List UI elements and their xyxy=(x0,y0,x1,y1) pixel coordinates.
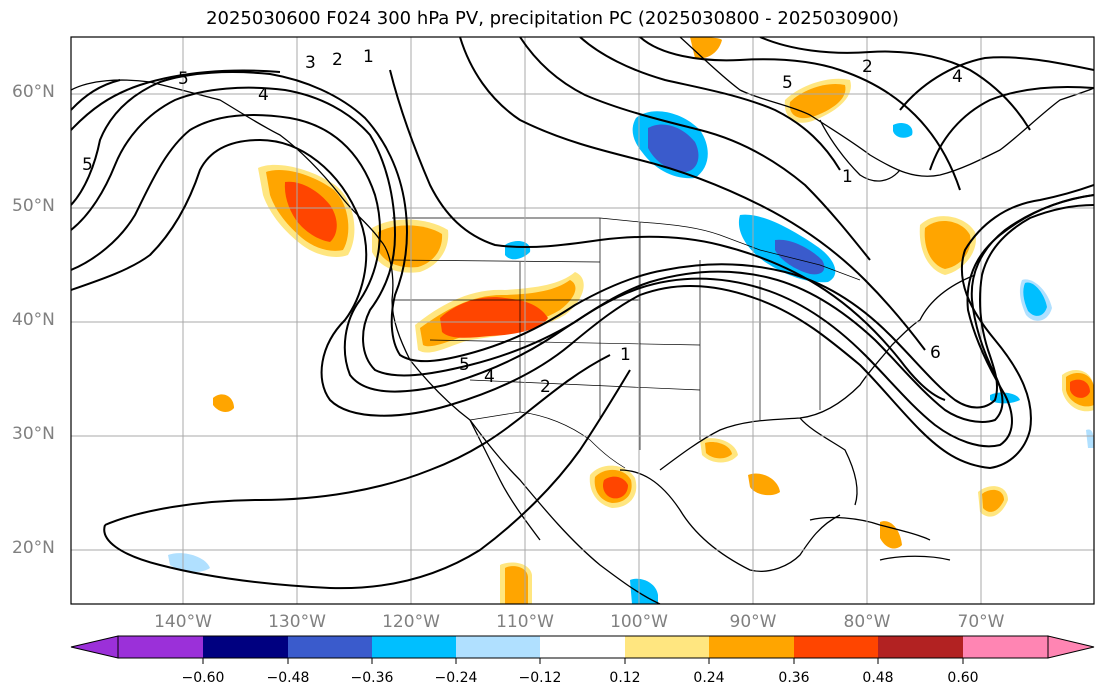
colorbar-label: 0.60 xyxy=(947,670,979,686)
lon-label-130w: 130°W xyxy=(268,612,326,632)
colorbar-bin xyxy=(963,636,1048,658)
colorbar-label: −0.24 xyxy=(434,670,478,686)
colorbar-label: −0.12 xyxy=(518,670,562,686)
colorbar-bin xyxy=(456,636,540,658)
colorbar-extend-low xyxy=(70,635,119,659)
colorbar-bin xyxy=(372,636,456,658)
colorbar-label: −0.48 xyxy=(266,670,310,686)
pv-contours xyxy=(71,37,1094,590)
contour-label: 5 xyxy=(82,155,93,175)
contour-label: 1 xyxy=(620,345,631,365)
colorbar-outline xyxy=(117,635,1049,659)
lat-label-40n: 40°N xyxy=(12,310,55,330)
plot-title: 2025030600 F024 300 hPa PV, precipitatio… xyxy=(206,8,899,29)
colorbar-bin xyxy=(540,636,625,658)
lon-label-70w: 70°W xyxy=(957,612,1005,632)
contour-labels: 5 4 3 2 1 5 1 2 4 5 4 2 1 6 5 xyxy=(82,47,963,397)
contour-label: 5 xyxy=(782,73,793,93)
colorbar-label: −0.60 xyxy=(181,670,225,686)
colorbar-label: 0.48 xyxy=(862,670,894,686)
colorbar-bin xyxy=(794,636,878,658)
contour-label: 2 xyxy=(862,57,873,77)
precip-negative-great-lakes xyxy=(738,214,836,283)
precip-positive-great-basin xyxy=(415,272,584,353)
contour-label: 5 xyxy=(178,69,189,89)
precip-positive-mexico xyxy=(589,465,637,508)
contour-label: 4 xyxy=(952,67,963,87)
lon-label-140w: 140°W xyxy=(154,612,212,632)
precip-positive-west-coast xyxy=(258,164,355,257)
lat-label-50n: 50°N xyxy=(12,196,55,216)
contour-label: 5 xyxy=(459,355,470,375)
contour-label: 4 xyxy=(484,367,495,387)
contour-label: 1 xyxy=(363,47,374,67)
colorbar-bin xyxy=(288,636,372,658)
lon-label-90w: 90°W xyxy=(729,612,777,632)
lat-label-60n: 60°N xyxy=(12,82,55,102)
colorbar-bin xyxy=(118,636,203,658)
precip-negative-misc xyxy=(168,123,1094,604)
colorbar-label: 0.12 xyxy=(609,670,641,686)
lon-label-100w: 100°W xyxy=(610,612,668,632)
colorbar xyxy=(70,635,1095,664)
lon-label-110w: 110°W xyxy=(496,612,554,632)
contour-label: 2 xyxy=(540,377,551,397)
colorbar-bin xyxy=(625,636,709,658)
contour-label: 4 xyxy=(258,85,269,105)
colorbar-label: −0.36 xyxy=(350,670,394,686)
lon-label-120w: 120°W xyxy=(382,612,440,632)
contour-label: 2 xyxy=(332,50,343,70)
country-borders xyxy=(391,217,861,469)
map-frame xyxy=(70,36,1095,605)
colorbar-bin xyxy=(203,636,288,658)
colorbar-label: 0.24 xyxy=(693,670,725,686)
contour-label: 1 xyxy=(842,167,853,187)
lat-label-30n: 30°N xyxy=(12,424,55,444)
colorbar-extend-high xyxy=(1047,635,1095,659)
precip-positive-east xyxy=(213,37,1094,604)
lon-label-80w: 80°W xyxy=(843,612,891,632)
colorbar-bin xyxy=(709,636,794,658)
colorbar-label: 0.36 xyxy=(778,670,810,686)
contour-label: 6 xyxy=(930,343,941,363)
contour-label: 3 xyxy=(305,53,316,73)
graticule xyxy=(71,37,1094,604)
map-background xyxy=(71,37,1094,604)
colorbar-bin xyxy=(878,636,963,658)
lat-label-20n: 20°N xyxy=(12,538,55,558)
